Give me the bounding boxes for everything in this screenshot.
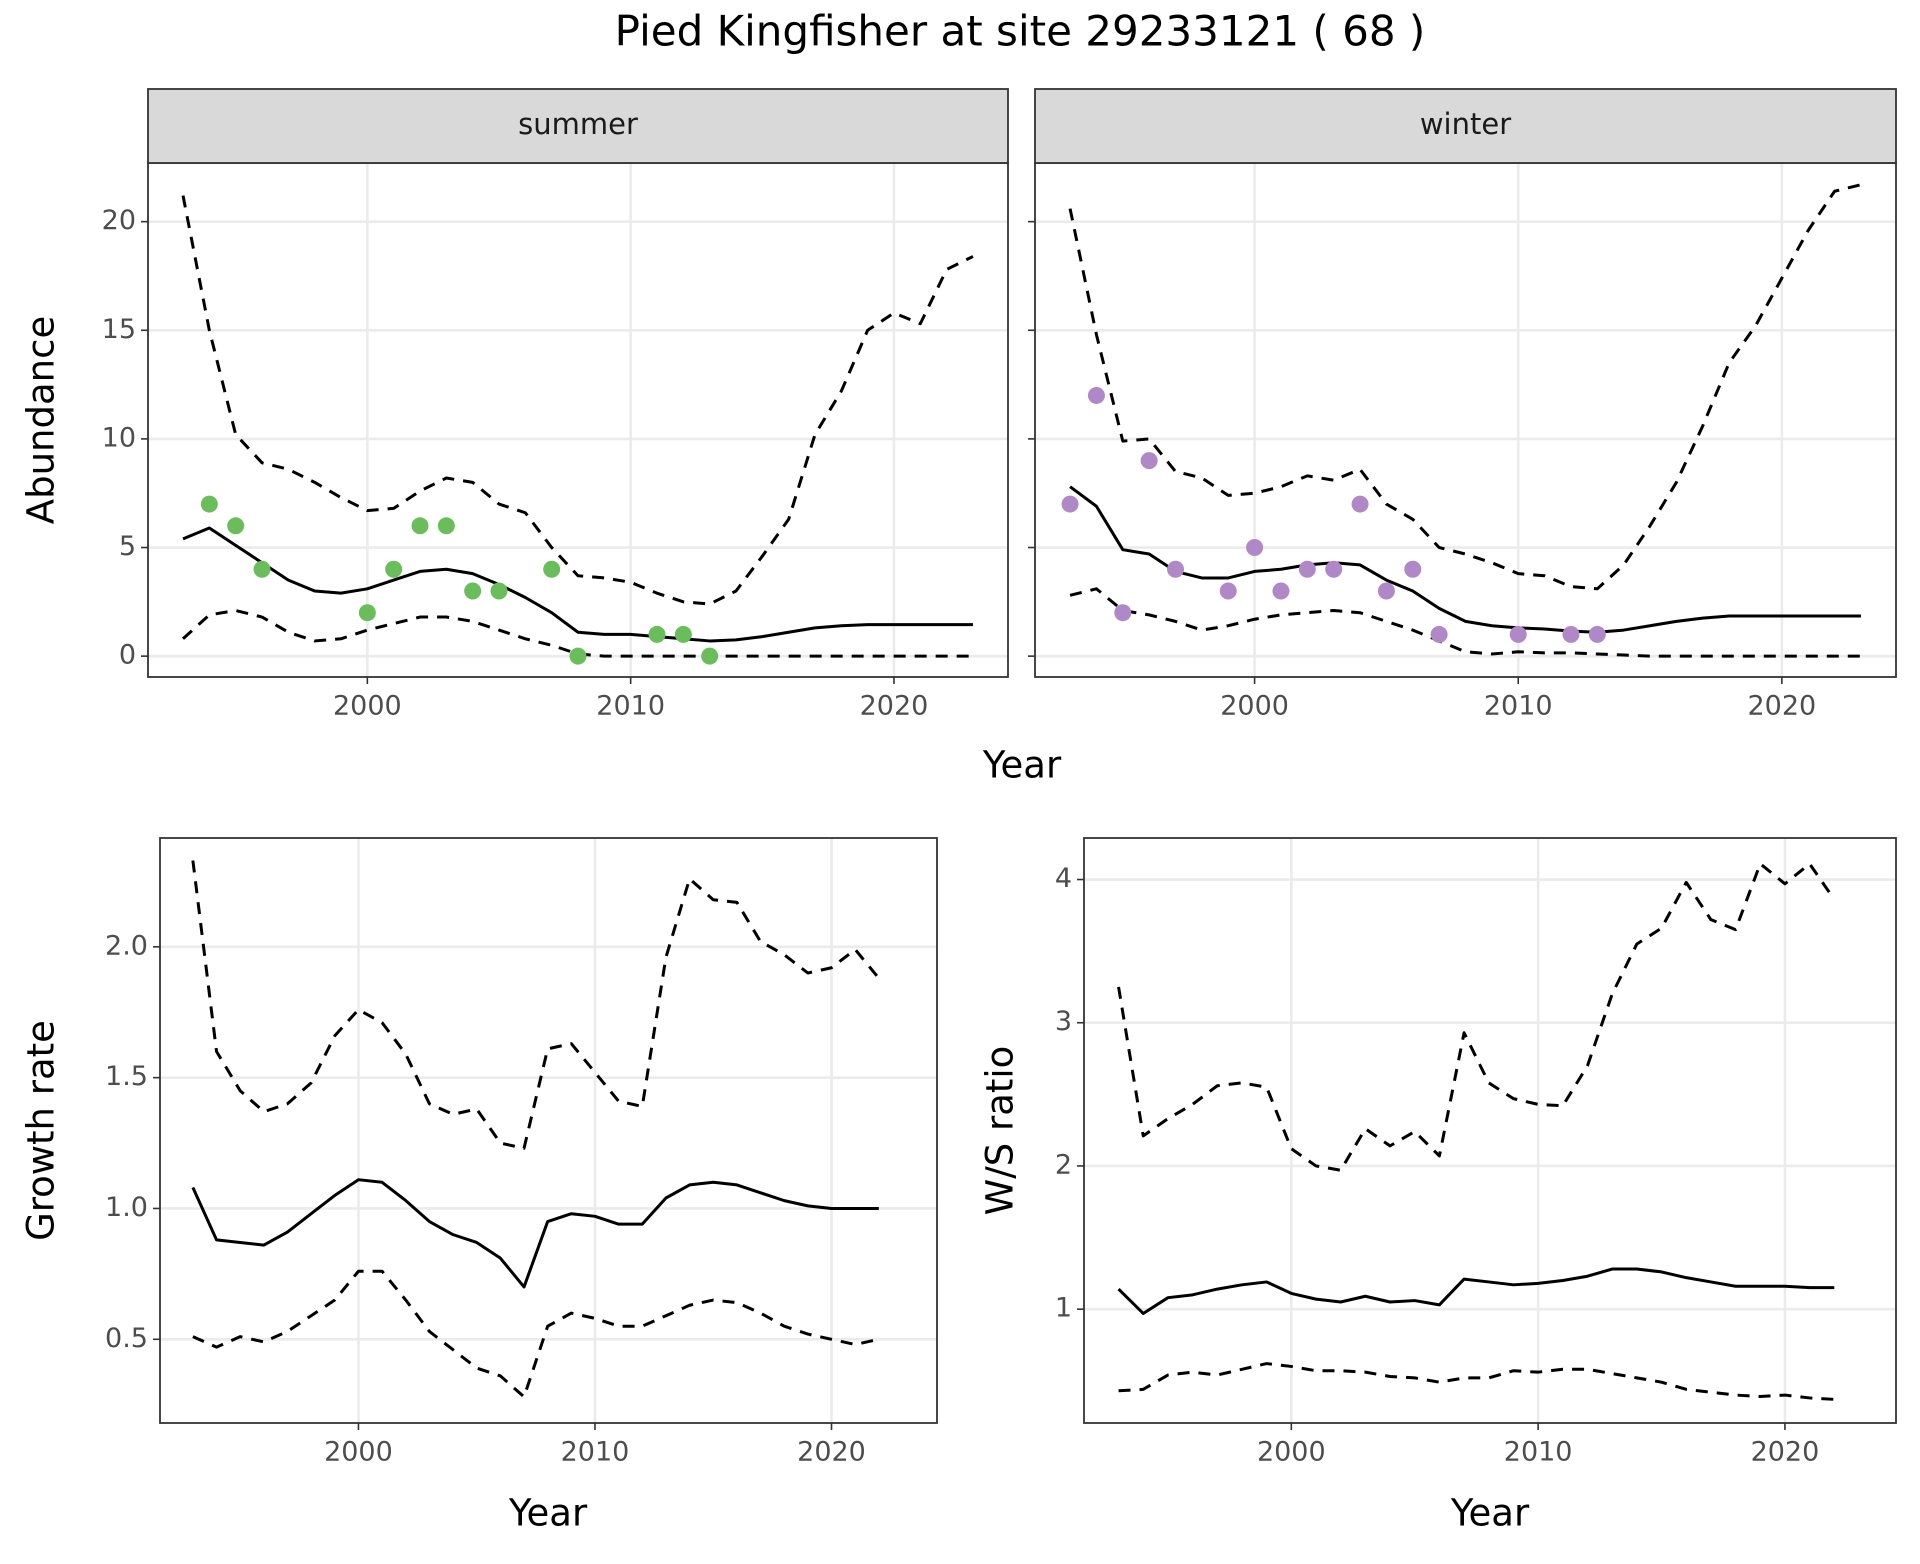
data-point bbox=[1246, 539, 1264, 557]
y-tick-label: 2 bbox=[1055, 1149, 1072, 1180]
data-point bbox=[674, 625, 692, 643]
panel-border bbox=[1083, 837, 1897, 1424]
facet-strip bbox=[147, 88, 1009, 164]
x-tick-label: 2000 bbox=[1220, 691, 1289, 722]
x-tick-label: 2020 bbox=[1751, 1437, 1820, 1468]
y-tick-label: 4 bbox=[1055, 863, 1072, 894]
x-tick-label: 2010 bbox=[561, 1437, 630, 1468]
interval-line bbox=[1069, 587, 1861, 658]
y-tick-label: 3 bbox=[1055, 1006, 1072, 1037]
data-point bbox=[1272, 582, 1290, 600]
data-point bbox=[1562, 625, 1580, 643]
y-tick-label: 1 bbox=[1055, 1293, 1072, 1324]
data-point bbox=[701, 647, 719, 665]
mean-line bbox=[1117, 1267, 1835, 1315]
data-point bbox=[464, 582, 482, 600]
interval-line bbox=[182, 609, 973, 658]
x-tick-label: 2000 bbox=[324, 1437, 393, 1468]
y-tick-label: 5 bbox=[119, 531, 136, 562]
x-axis-label: Year bbox=[982, 744, 1062, 787]
data-point bbox=[1061, 495, 1079, 513]
data-point bbox=[385, 560, 403, 578]
mean-line bbox=[182, 526, 973, 643]
data-point bbox=[227, 517, 245, 535]
interval-line bbox=[191, 860, 880, 1150]
data-point bbox=[1298, 560, 1316, 578]
x-tick-label: 2020 bbox=[860, 691, 929, 722]
y-tick-label: 0 bbox=[119, 640, 136, 671]
data-point bbox=[411, 517, 429, 535]
panel-background bbox=[148, 163, 1008, 677]
data-point bbox=[1325, 560, 1343, 578]
x-tick-label: 2020 bbox=[797, 1437, 866, 1468]
data-point bbox=[200, 495, 218, 513]
data-point bbox=[569, 647, 587, 665]
panel-border bbox=[159, 837, 938, 1424]
data-point bbox=[1167, 560, 1185, 578]
x-tick-label: 2010 bbox=[1504, 1437, 1573, 1468]
y-axis-label: W/S ratio bbox=[979, 1046, 1022, 1216]
interval-line bbox=[181, 195, 974, 606]
y-tick-label: 1.5 bbox=[105, 1061, 148, 1092]
data-point bbox=[1588, 625, 1606, 643]
x-tick-label: 2010 bbox=[596, 691, 665, 722]
interval-line bbox=[1118, 1362, 1835, 1401]
x-axis-label: Year bbox=[1450, 1492, 1530, 1535]
chart-title: Pied Kingfisher at site 29233121 ( 68 ) bbox=[615, 7, 1426, 56]
data-point bbox=[1430, 625, 1448, 643]
data-point bbox=[543, 560, 561, 578]
panel-background bbox=[1084, 838, 1896, 1423]
y-tick-label: 20 bbox=[102, 205, 136, 236]
x-tick-label: 2000 bbox=[333, 691, 402, 722]
y-axis-label: Abundance bbox=[20, 316, 63, 524]
facet-label: winter bbox=[1420, 107, 1511, 141]
y-tick-label: 2.0 bbox=[105, 930, 148, 961]
data-point bbox=[437, 517, 455, 535]
data-point bbox=[358, 604, 376, 622]
y-tick-label: 10 bbox=[102, 422, 136, 453]
x-tick-label: 2000 bbox=[1257, 1437, 1326, 1468]
data-point bbox=[1219, 582, 1237, 600]
mean-line bbox=[1069, 485, 1861, 634]
interval-line bbox=[192, 1269, 880, 1399]
y-tick-label: 0.5 bbox=[105, 1323, 148, 1354]
facet-label: summer bbox=[518, 107, 638, 141]
data-point bbox=[1351, 495, 1369, 513]
interval-line bbox=[1117, 862, 1836, 1172]
data-point bbox=[1509, 625, 1527, 643]
data-point bbox=[1087, 386, 1105, 404]
panel-background bbox=[1035, 163, 1896, 677]
y-tick-label: 1.0 bbox=[105, 1192, 148, 1223]
data-point bbox=[648, 625, 666, 643]
facet-strip bbox=[1034, 88, 1897, 164]
x-tick-label: 2020 bbox=[1747, 691, 1816, 722]
data-point bbox=[1377, 582, 1395, 600]
y-tick-label: 15 bbox=[102, 314, 136, 345]
x-tick-label: 2010 bbox=[1484, 691, 1553, 722]
data-point bbox=[1404, 560, 1422, 578]
y-axis-label: Growth rate bbox=[20, 1020, 63, 1241]
data-point bbox=[490, 582, 508, 600]
mean-line bbox=[191, 1178, 879, 1289]
data-point bbox=[253, 560, 271, 578]
data-point bbox=[1140, 452, 1158, 470]
x-axis-label: Year bbox=[508, 1492, 588, 1535]
data-point bbox=[1114, 604, 1132, 622]
